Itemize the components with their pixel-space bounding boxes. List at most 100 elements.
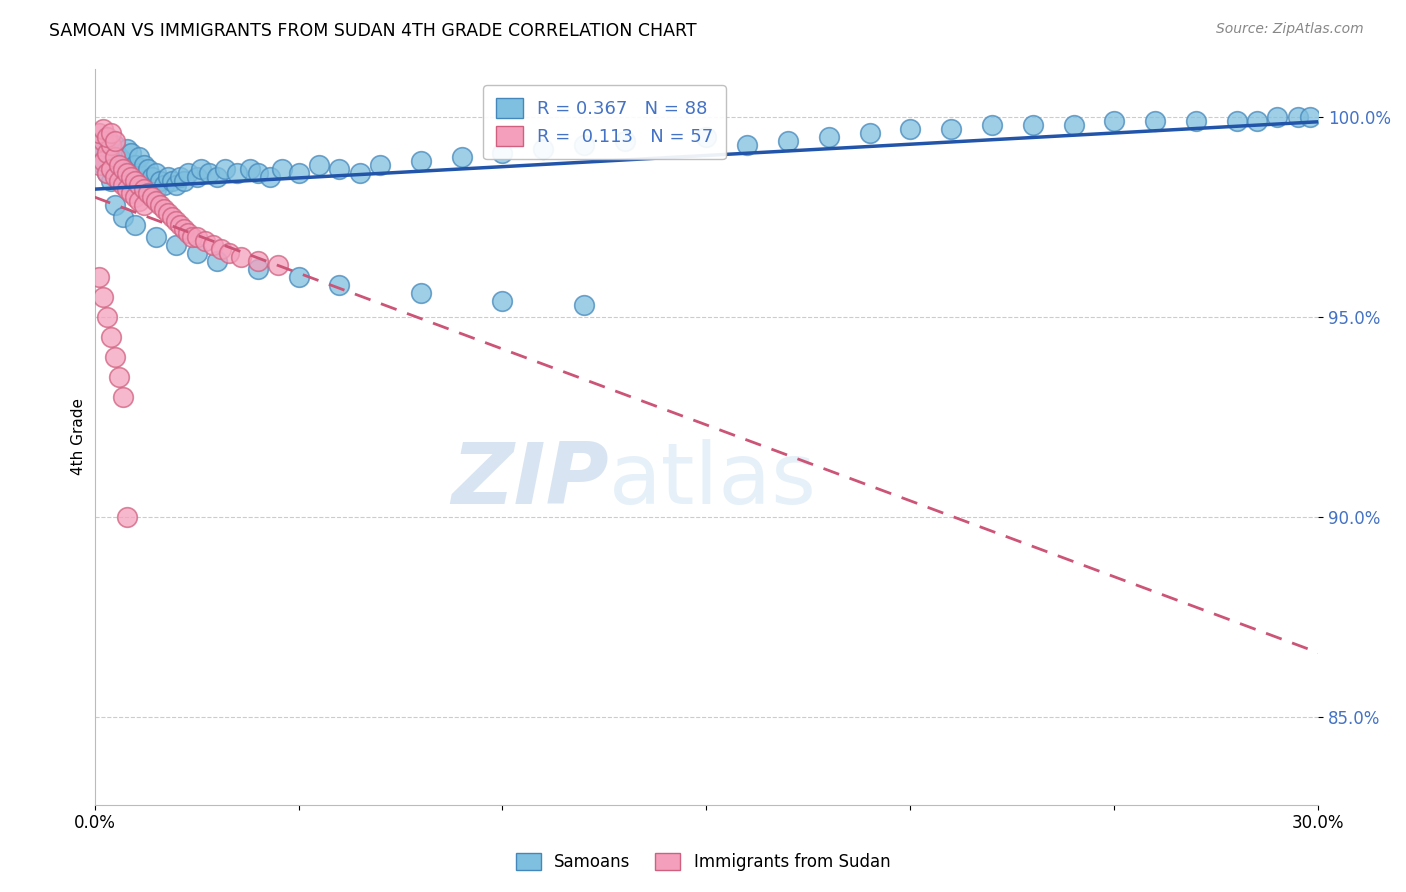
Point xyxy=(112,210,135,224)
Point xyxy=(145,165,167,179)
Point xyxy=(169,218,191,232)
Point xyxy=(124,189,146,203)
Point xyxy=(572,297,595,311)
Point xyxy=(153,202,176,216)
Point xyxy=(186,245,208,260)
Point xyxy=(1226,113,1249,128)
Point xyxy=(108,157,131,171)
Point xyxy=(91,153,114,168)
Point xyxy=(104,137,127,152)
Point xyxy=(104,161,127,176)
Point xyxy=(695,129,717,144)
Point xyxy=(328,161,350,176)
Point xyxy=(160,173,183,187)
Point xyxy=(287,165,309,179)
Point xyxy=(246,165,269,179)
Point xyxy=(226,165,249,179)
Point xyxy=(160,210,183,224)
Point xyxy=(132,181,155,195)
Point xyxy=(128,178,150,192)
Point xyxy=(96,165,118,179)
Legend: R = 0.367   N = 88, R =  0.113   N = 57: R = 0.367 N = 88, R = 0.113 N = 57 xyxy=(482,85,725,159)
Point xyxy=(165,213,187,227)
Text: SAMOAN VS IMMIGRANTS FROM SUDAN 4TH GRADE CORRELATION CHART: SAMOAN VS IMMIGRANTS FROM SUDAN 4TH GRAD… xyxy=(49,22,697,40)
Point xyxy=(259,169,281,184)
Point xyxy=(156,169,179,184)
Point xyxy=(246,253,269,268)
Point xyxy=(132,173,155,187)
Point xyxy=(141,189,163,203)
Legend: Samoans, Immigrants from Sudan: Samoans, Immigrants from Sudan xyxy=(508,845,898,880)
Point xyxy=(87,149,110,163)
Point xyxy=(165,178,187,192)
Point xyxy=(328,277,350,292)
Point xyxy=(145,181,167,195)
Point xyxy=(91,142,114,156)
Point xyxy=(136,178,159,192)
Point xyxy=(246,261,269,276)
Point xyxy=(87,142,110,156)
Point xyxy=(153,178,176,192)
Point xyxy=(108,149,131,163)
Point xyxy=(177,165,200,179)
Point xyxy=(115,509,138,524)
Point xyxy=(173,221,195,235)
Point xyxy=(112,173,135,187)
Point xyxy=(120,169,142,184)
Point xyxy=(132,197,155,211)
Point xyxy=(124,157,146,171)
Point xyxy=(194,234,217,248)
Point xyxy=(1063,118,1085,132)
Point xyxy=(91,289,114,303)
Point xyxy=(104,149,127,163)
Point xyxy=(96,129,118,144)
Point xyxy=(112,178,135,192)
Point xyxy=(104,134,127,148)
Point xyxy=(100,137,122,152)
Point xyxy=(287,269,309,284)
Point xyxy=(1144,113,1167,128)
Point xyxy=(87,269,110,284)
Point xyxy=(209,242,232,256)
Point xyxy=(96,165,118,179)
Point xyxy=(108,173,131,187)
Y-axis label: 4th Grade: 4th Grade xyxy=(72,398,86,475)
Point xyxy=(165,237,187,252)
Point xyxy=(173,173,195,187)
Point xyxy=(112,390,135,404)
Point xyxy=(100,126,122,140)
Point xyxy=(104,350,127,364)
Text: ZIP: ZIP xyxy=(451,439,609,523)
Point xyxy=(132,157,155,171)
Point xyxy=(491,293,513,308)
Point xyxy=(104,169,127,184)
Point xyxy=(91,157,114,171)
Point xyxy=(145,194,167,208)
Point xyxy=(120,145,142,160)
Point xyxy=(124,173,146,187)
Point xyxy=(96,145,118,160)
Point xyxy=(149,173,172,187)
Point xyxy=(898,121,921,136)
Point xyxy=(308,157,330,171)
Point xyxy=(231,250,253,264)
Point xyxy=(491,145,513,160)
Point xyxy=(141,169,163,184)
Point xyxy=(1286,110,1309,124)
Point xyxy=(177,226,200,240)
Point xyxy=(108,369,131,384)
Point xyxy=(112,161,135,176)
Point xyxy=(100,161,122,176)
Point xyxy=(136,161,159,176)
Point xyxy=(858,126,880,140)
Point xyxy=(349,165,371,179)
Point xyxy=(87,126,110,140)
Point xyxy=(128,149,150,163)
Point xyxy=(735,137,758,152)
Point xyxy=(1104,113,1126,128)
Point xyxy=(201,237,224,252)
Point xyxy=(112,153,135,168)
Point xyxy=(572,137,595,152)
Point xyxy=(205,169,228,184)
Point xyxy=(104,197,127,211)
